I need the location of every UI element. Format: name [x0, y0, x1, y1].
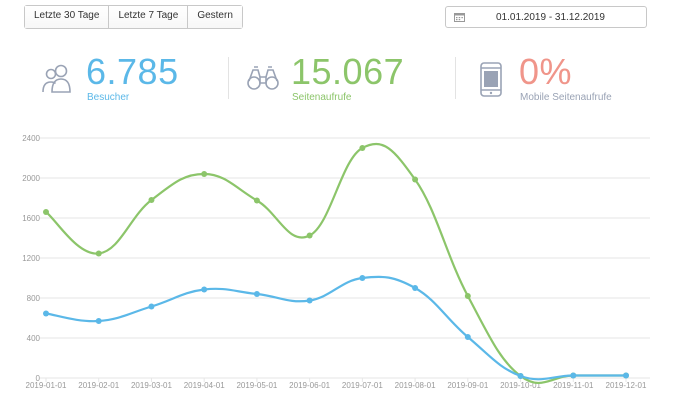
stat-divider: [228, 57, 229, 99]
visitors-count: 6.785: [86, 51, 179, 92]
line-chart-svg: 0 400 800 1200 1600 2000 2400 2019-01-01 2019-02…: [22, 134, 650, 390]
data-point: [623, 372, 629, 379]
data-point: [359, 145, 366, 151]
data-point: [517, 373, 524, 379]
pageviews-label: Seitenaufrufe: [292, 92, 352, 103]
visitors-icon: [42, 64, 71, 93]
data-point: [43, 310, 49, 317]
data-point: [464, 293, 471, 299]
data-point: [464, 334, 471, 340]
y-tick-label: 1200: [22, 254, 40, 263]
x-tick-label: 2019-03-01: [131, 381, 172, 390]
series-line: [45, 142, 627, 385]
x-tick-label: 2019-07-01: [342, 381, 383, 390]
data-point: [253, 291, 260, 297]
calendar-icon: [454, 13, 465, 22]
data-point: [570, 372, 577, 379]
data-point: [412, 285, 419, 291]
x-tick-label: 2019-11-01: [553, 381, 594, 390]
date-range-picker[interactable]: 01.01.2019 - 31.12.2019: [445, 6, 647, 28]
binoculars-icon: [247, 66, 279, 90]
mobile-share-value: 0%: [519, 51, 573, 92]
pageviews-count: 15.067: [291, 51, 405, 92]
last-30-days-button[interactable]: Letzte 30 Tage: [25, 6, 110, 28]
pageviews-chart: 0 400 800 1200 1600 2000 2400 2019-01-01 2019-02…: [0, 120, 674, 400]
x-tick-label: 2019-04-01: [184, 381, 225, 390]
data-point: [148, 197, 155, 203]
yesterday-button[interactable]: Gestern: [188, 6, 242, 28]
y-tick-label: 0: [36, 374, 41, 383]
y-tick-label: 1600: [22, 214, 40, 223]
x-tick-label: 2019-09-01: [447, 381, 488, 390]
data-point: [95, 250, 102, 257]
x-tick-label: 2019-05-01: [236, 381, 277, 390]
quick-range-button-group: Letzte 30 Tage Letzte 7 Tage Gestern: [24, 5, 243, 29]
data-point: [306, 232, 313, 239]
x-tick-label: 2019-02-01: [78, 381, 119, 390]
date-range-value: 01.01.2019 - 31.12.2019: [496, 11, 605, 23]
data-point: [201, 286, 208, 293]
x-tick-label: 2019-08-01: [395, 381, 436, 390]
data-point: [201, 171, 208, 177]
mobile-phone-icon: [480, 62, 502, 97]
visitors-label: Besucher: [87, 92, 130, 103]
data-point: [95, 318, 102, 324]
stat-divider: [455, 57, 456, 99]
x-tick-label: 2019-10-01: [500, 381, 541, 390]
y-tick-label: 2400: [22, 134, 40, 143]
y-tick-label: 2000: [22, 174, 40, 183]
data-point: [359, 275, 366, 281]
y-tick-label: 800: [27, 294, 41, 303]
x-tick-label: 2019-01-01: [26, 381, 67, 390]
series-line: [45, 275, 627, 381]
y-tick-label: 400: [27, 334, 41, 343]
mobile-share-label: Mobile Seitenaufrufe: [520, 92, 612, 103]
data-point: [148, 303, 155, 310]
data-point: [43, 209, 49, 215]
data-point: [412, 176, 419, 183]
data-point: [253, 197, 260, 204]
x-tick-label: 2019-12-01: [606, 381, 647, 390]
last-7-days-button[interactable]: Letzte 7 Tage: [109, 6, 189, 28]
data-point: [306, 297, 313, 304]
x-tick-label: 2019-06-01: [289, 381, 330, 390]
